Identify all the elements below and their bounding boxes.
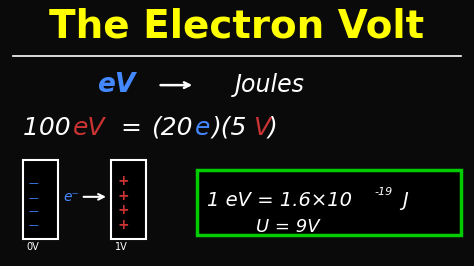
Text: 0V: 0V (26, 242, 39, 252)
Text: —: — (28, 206, 38, 217)
Text: eV: eV (73, 116, 105, 140)
Text: +: + (117, 189, 129, 202)
Text: U = 9V: U = 9V (256, 218, 320, 236)
Text: e⁻: e⁻ (64, 190, 80, 204)
Bar (111, 160, 146, 239)
Text: e: e (195, 116, 210, 140)
Text: V: V (253, 116, 271, 140)
Text: (20: (20 (151, 116, 192, 140)
Text: )(5: )(5 (211, 116, 247, 140)
Text: —: — (28, 193, 38, 203)
Text: +: + (117, 174, 129, 188)
Text: +: + (117, 203, 129, 217)
Text: Joules: Joules (235, 73, 305, 97)
Text: -19: -19 (374, 187, 393, 197)
Text: J: J (402, 191, 408, 210)
Text: =: = (113, 116, 150, 140)
Text: —: — (28, 220, 38, 230)
Text: 100: 100 (23, 116, 78, 140)
Text: The Electron Volt: The Electron Volt (49, 8, 425, 46)
Text: 1V: 1V (115, 242, 128, 252)
Text: 1 eV = 1.6×10: 1 eV = 1.6×10 (207, 191, 352, 210)
Bar (197, 170, 461, 235)
Text: —: — (28, 178, 38, 189)
Text: +: + (117, 218, 129, 232)
Text: ): ) (267, 116, 277, 140)
Bar (23, 160, 57, 239)
Text: eV: eV (97, 72, 135, 98)
